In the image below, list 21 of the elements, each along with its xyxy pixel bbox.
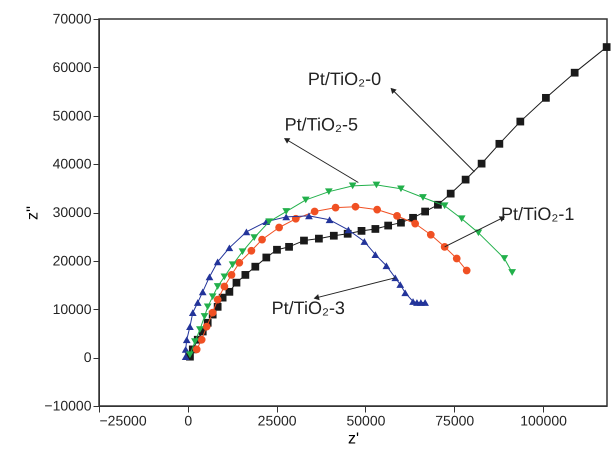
y-tick-label: 70000 <box>52 10 92 26</box>
annotation: Pt/TiO₂-1 <box>500 204 574 224</box>
y-axis-title: z'' <box>24 206 42 220</box>
x-tick-label: 25000 <box>258 412 297 428</box>
y-tick-label: 30000 <box>52 204 92 220</box>
y-tick-label: 20000 <box>52 252 92 268</box>
x-axis-title: z' <box>348 430 360 448</box>
y-tick-label: 0 <box>84 349 92 366</box>
x-tick-label: 50000 <box>346 412 386 428</box>
annotation: Pt/TiO₂-0 <box>308 68 382 89</box>
x-tick-label: 100000 <box>520 412 568 428</box>
x-tick-label: −25000 <box>100 412 147 428</box>
x-tick-label: 75000 <box>435 412 474 428</box>
annotation: Pt/TiO₂-5 <box>284 114 358 135</box>
y-tick-label: 40000 <box>52 156 92 172</box>
y-tick-label: 10000 <box>52 300 92 317</box>
annotation: Pt/TiO₂-3 <box>272 298 345 318</box>
x-tick-label: 0 <box>184 412 192 428</box>
y-tick-label: 50000 <box>52 107 92 124</box>
y-tick-label: −10000 <box>44 398 92 414</box>
y-tick-label: 60000 <box>52 58 92 75</box>
